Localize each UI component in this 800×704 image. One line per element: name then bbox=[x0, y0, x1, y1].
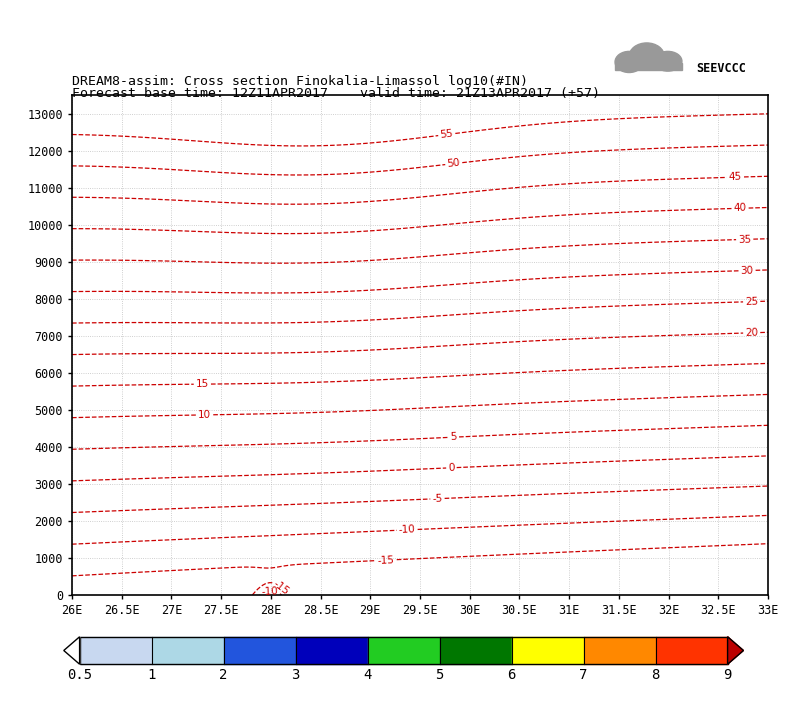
Text: DREAM8-assim: Cross section Finokalia-Limassol log10(#IN): DREAM8-assim: Cross section Finokalia-Li… bbox=[72, 75, 528, 88]
Polygon shape bbox=[656, 636, 728, 665]
Polygon shape bbox=[728, 636, 743, 665]
Polygon shape bbox=[440, 636, 512, 665]
Text: 50: 50 bbox=[446, 158, 461, 170]
Text: 0: 0 bbox=[448, 463, 455, 473]
Text: -10: -10 bbox=[262, 586, 278, 597]
Text: -10: -10 bbox=[398, 524, 416, 535]
Text: 6: 6 bbox=[507, 669, 516, 682]
Text: 5: 5 bbox=[435, 669, 444, 682]
Text: -15: -15 bbox=[378, 555, 395, 565]
Ellipse shape bbox=[654, 51, 682, 71]
Text: 8: 8 bbox=[651, 669, 660, 682]
Text: 4: 4 bbox=[363, 669, 372, 682]
Polygon shape bbox=[512, 636, 584, 665]
Text: 3: 3 bbox=[291, 669, 300, 682]
Text: -5: -5 bbox=[432, 494, 443, 504]
Text: 7: 7 bbox=[579, 669, 588, 682]
Text: 55: 55 bbox=[439, 129, 454, 140]
Polygon shape bbox=[367, 636, 440, 665]
Polygon shape bbox=[296, 636, 367, 665]
Ellipse shape bbox=[615, 51, 643, 73]
Text: 1: 1 bbox=[147, 669, 156, 682]
Text: 5: 5 bbox=[450, 432, 458, 442]
Text: Forecast base time: 12Z11APR2017    valid time: 21Z13APR2017 (+57): Forecast base time: 12Z11APR2017 valid t… bbox=[72, 87, 600, 100]
Polygon shape bbox=[584, 636, 656, 665]
Text: SEEVCCC: SEEVCCC bbox=[696, 63, 746, 75]
Text: 40: 40 bbox=[734, 203, 746, 213]
Text: 15: 15 bbox=[196, 379, 209, 389]
Text: 25: 25 bbox=[745, 296, 758, 307]
Text: 30: 30 bbox=[740, 265, 754, 276]
Text: 35: 35 bbox=[738, 234, 751, 244]
Text: 20: 20 bbox=[745, 327, 758, 338]
Text: -15: -15 bbox=[272, 579, 291, 597]
Text: 0.5: 0.5 bbox=[67, 669, 92, 682]
Text: 9: 9 bbox=[723, 669, 732, 682]
Text: 45: 45 bbox=[729, 172, 742, 182]
Polygon shape bbox=[152, 636, 224, 665]
Text: 10: 10 bbox=[198, 410, 211, 420]
Polygon shape bbox=[224, 636, 296, 665]
Polygon shape bbox=[64, 636, 79, 665]
Ellipse shape bbox=[629, 43, 664, 70]
Polygon shape bbox=[79, 636, 152, 665]
Text: 2: 2 bbox=[219, 669, 228, 682]
Polygon shape bbox=[615, 63, 682, 70]
